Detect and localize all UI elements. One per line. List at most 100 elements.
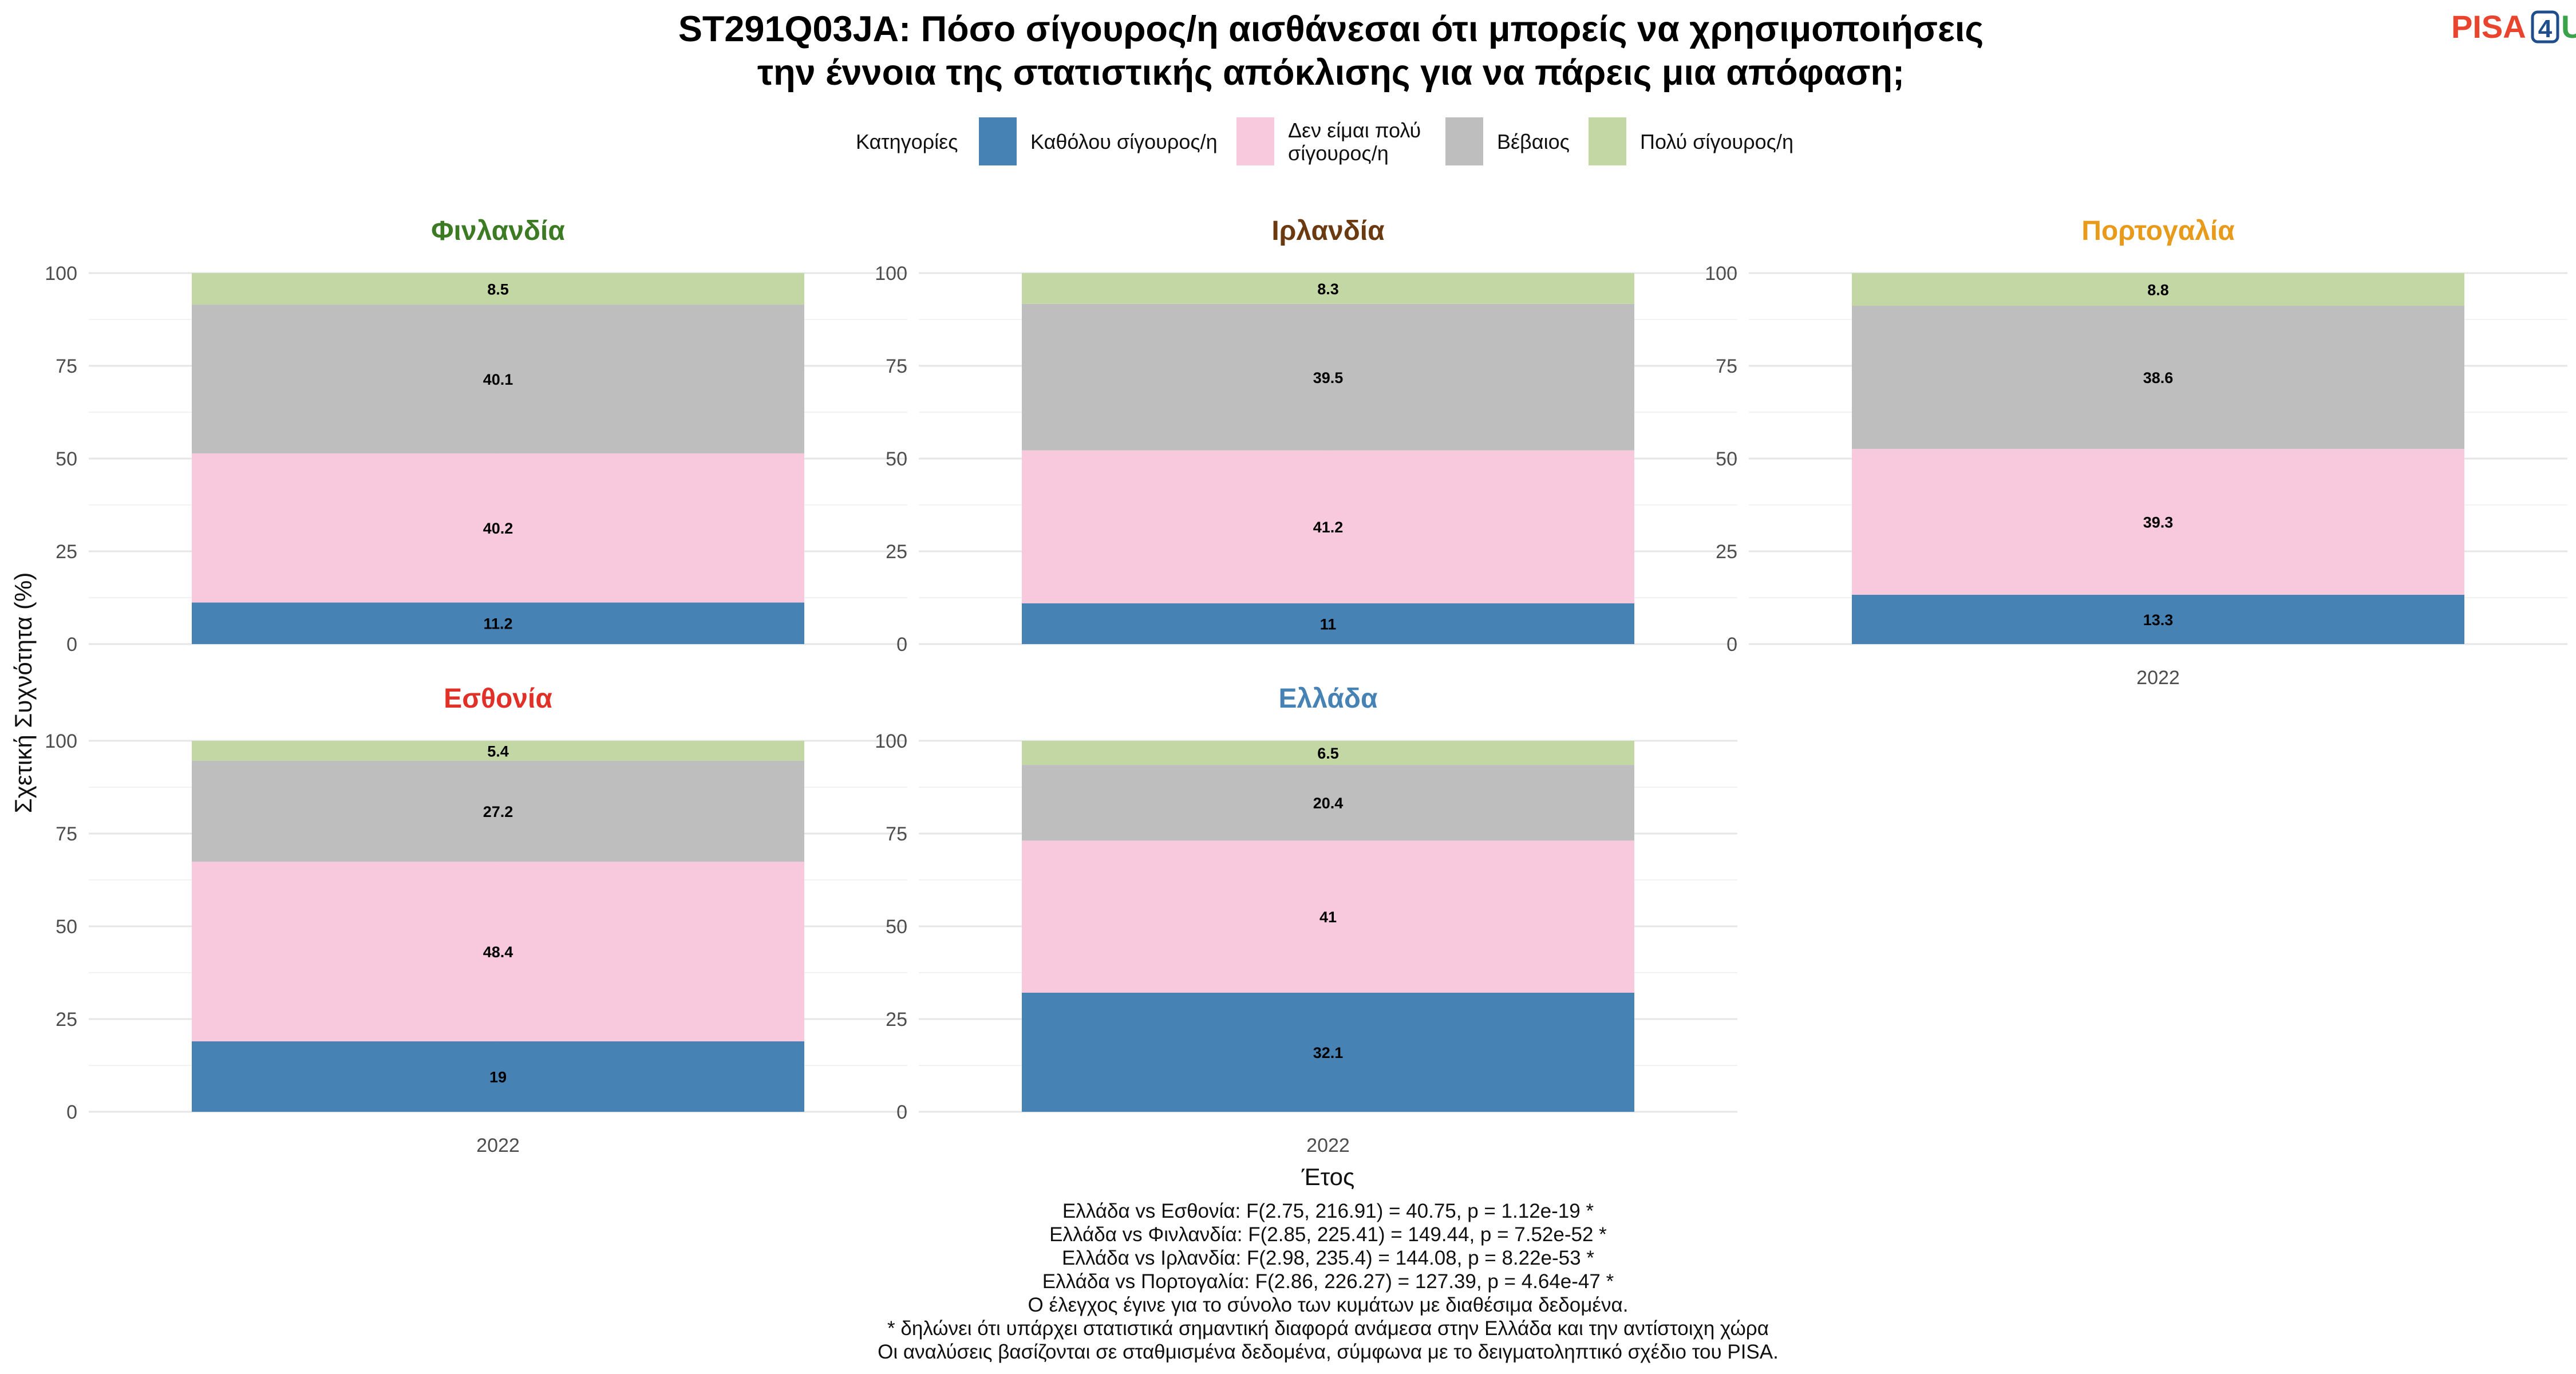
legend-swatch-1 (979, 117, 1017, 165)
y-tick-label: 75 (886, 823, 907, 845)
chart-title-line-1: ST291Q03JA: Πόσο σίγουρος/η αισθάνεσαι ό… (678, 9, 1984, 49)
footnote-line: Οι αναλύσεις βασίζονται σε σταθμισμένα δ… (878, 1341, 1779, 1363)
y-axis-title: Σχετική Συχνότητα (%) (10, 572, 37, 814)
bar-value-label: 40.1 (483, 371, 513, 388)
footnotes: Ελλάδα vs Εσθονία: F(2.75, 216.91) = 40.… (878, 1200, 1779, 1363)
bar-value-label: 32.1 (1313, 1044, 1344, 1061)
y-tick-label: 0 (896, 634, 907, 656)
axis-titles: Έτος Σχετική Συχνότητα (%) (10, 572, 1354, 1190)
y-tick-label: 50 (886, 916, 907, 938)
y-tick-label: 50 (56, 448, 77, 470)
y-tick-label: 100 (875, 731, 907, 752)
bar-segment (192, 862, 804, 1041)
bar-segment (1852, 594, 2464, 644)
footnote-line: Ελλάδα vs Πορτογαλία: F(2.86, 226.27) = … (1042, 1270, 1614, 1293)
bar-value-label: 8.5 (487, 281, 509, 298)
bar-value-label: 6.5 (1317, 745, 1339, 762)
legend-label-2-line-1: Δεν είμαι πολύ (1288, 119, 1421, 142)
bar-segment (192, 273, 804, 305)
y-tick-label: 25 (56, 1009, 77, 1030)
y-tick-label: 75 (56, 823, 77, 845)
y-tick-label: 50 (56, 916, 77, 938)
y-tick-label: 25 (56, 541, 77, 563)
y-tick-label: 100 (45, 731, 77, 752)
y-tick-label: 0 (66, 1101, 77, 1123)
bar-segment (192, 602, 804, 644)
bar-segment (1852, 306, 2464, 449)
bar-segment (1022, 840, 1634, 993)
bar-segment (1022, 741, 1634, 765)
legend-swatch-4 (1589, 117, 1626, 165)
y-tick-label: 25 (886, 1009, 907, 1030)
facet-panel-3: Πορτογαλία 0 25 50 75 100 13.3 39.3 38.6 8.8 2022 (1705, 216, 2567, 689)
bar-value-label: 40.2 (483, 520, 513, 537)
x-axis-title: Έτος (1301, 1163, 1355, 1190)
bar-value-label: 39.3 (2143, 514, 2174, 531)
bar-segment (192, 741, 804, 761)
bar-segment (1022, 273, 1634, 304)
y-tick-label: 0 (896, 1101, 907, 1123)
bar-value-label: 41 (1319, 909, 1337, 926)
bar-value-label: 39.5 (1313, 369, 1344, 386)
footnote-line: Ο έλεγχος έγινε για το σύνολο των κυμάτω… (1028, 1294, 1629, 1316)
chart-title-line-2: την έννοια της στατιστικής απόκλισης για… (757, 53, 1905, 93)
logo-text-4: 4 (2538, 15, 2553, 43)
bar-value-label: 13.3 (2143, 611, 2174, 629)
bar-segment (1022, 765, 1634, 841)
y-tick-label: 0 (1726, 634, 1737, 656)
facet-panel-2: Ιρλανδία 0 25 50 75 100 11 41.2 39.5 8.3 (875, 216, 1737, 656)
bar-value-label: 5.4 (487, 743, 509, 760)
x-tick-label: 2022 (1306, 1135, 1350, 1156)
y-tick-label: 75 (1716, 356, 1737, 377)
legend-label-4: Πολύ σίγουρος/η (1640, 130, 1793, 153)
footnote-line: Ελλάδα vs Φινλανδία: F(2.85, 225.41) = 1… (1049, 1223, 1607, 1246)
y-tick-label: 75 (886, 356, 907, 377)
bar-segment (192, 1041, 804, 1112)
legend-swatch-3 (1445, 117, 1483, 165)
bar-segment (1022, 303, 1634, 451)
bar-segment (1022, 603, 1634, 644)
bar-segment (1022, 450, 1634, 603)
facet-title: Εσθονία (444, 684, 552, 714)
facet-panels: Φινλανδία 0 25 50 75 100 11.2 40.2 40.1 8.5 Ιρλανδ… (45, 216, 2567, 1156)
y-tick-label: 100 (1705, 263, 1737, 285)
footnote-line: Ελλάδα vs Εσθονία: F(2.75, 216.91) = 40.… (1062, 1200, 1594, 1222)
x-tick-label: 2022 (476, 1135, 520, 1156)
logo-box (2531, 10, 2559, 44)
legend-swatch-2 (1236, 117, 1274, 165)
logo-text-pisa: PISA (2451, 9, 2526, 45)
y-tick-label: 100 (875, 263, 907, 285)
y-tick-label: 50 (1716, 448, 1737, 470)
y-tick-label: 25 (886, 541, 907, 563)
y-tick-label: 50 (886, 448, 907, 470)
facet-title: Ελλάδα (1279, 684, 1378, 714)
bar-value-label: 11 (1320, 615, 1337, 633)
bar-segment (1852, 273, 2464, 306)
bar-value-label: 19 (489, 1068, 507, 1085)
bar-segment (192, 760, 804, 862)
facet-title: Ιρλανδία (1271, 216, 1385, 246)
footnote-line: * δηλώνει ότι υπάρχει στατιστικά σημαντι… (887, 1317, 1769, 1340)
bar-value-label: 8.3 (1317, 281, 1339, 298)
y-tick-label: 75 (56, 356, 77, 377)
bar-value-label: 41.2 (1313, 519, 1344, 536)
legend-label-2-line-2: σίγουρος/η (1288, 141, 1389, 165)
bar-value-label: 38.6 (2143, 369, 2174, 386)
bar-value-label: 20.4 (1313, 795, 1344, 812)
y-tick-label: 100 (45, 263, 77, 285)
footnote-line: Ελλάδα vs Ιρλανδία: F(2.98, 235.4) = 144… (1062, 1247, 1594, 1269)
facet-title: Πορτογαλία (2081, 216, 2235, 246)
bar-segment (1022, 992, 1634, 1112)
pisa4u-logo: PISA 4 U (2451, 9, 2576, 45)
legend-label-3: Βέβαιος (1497, 130, 1570, 153)
legend-label-1: Καθόλου σίγουρος/η (1030, 130, 1218, 153)
bar-value-label: 48.4 (483, 943, 513, 961)
bar-value-label: 8.8 (2147, 282, 2169, 299)
legend: Κατηγορίες Καθόλου σίγουρος/η Δεν είμαι π… (856, 117, 1793, 165)
y-tick-label: 25 (1716, 541, 1737, 563)
y-tick-label: 0 (66, 634, 77, 656)
bar-value-label: 11.2 (483, 615, 512, 633)
bar-value-label: 27.2 (483, 803, 513, 820)
facet-panel-5: Ελλάδα 0 25 50 75 100 32.1 41 20.4 6.5 2022 (875, 684, 1737, 1156)
